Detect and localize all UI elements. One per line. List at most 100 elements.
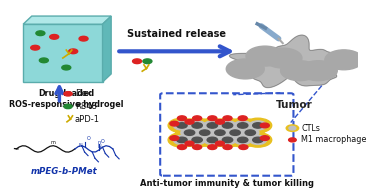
Circle shape — [173, 121, 191, 130]
Circle shape — [214, 118, 241, 133]
Circle shape — [253, 137, 263, 143]
Circle shape — [221, 125, 249, 140]
Circle shape — [245, 130, 255, 135]
Circle shape — [238, 116, 247, 121]
Circle shape — [222, 137, 233, 143]
Circle shape — [193, 116, 202, 121]
Text: O: O — [100, 139, 104, 143]
Circle shape — [143, 59, 152, 64]
Circle shape — [64, 104, 72, 109]
Circle shape — [286, 125, 299, 131]
Circle shape — [168, 118, 196, 133]
Circle shape — [214, 133, 241, 147]
Circle shape — [325, 50, 363, 70]
Circle shape — [79, 36, 88, 41]
Circle shape — [246, 46, 284, 66]
Circle shape — [239, 145, 248, 149]
Polygon shape — [229, 35, 356, 88]
Circle shape — [193, 145, 202, 149]
Circle shape — [206, 125, 234, 140]
Circle shape — [249, 121, 267, 130]
Text: N: N — [97, 144, 101, 149]
Circle shape — [215, 141, 224, 146]
Circle shape — [177, 116, 186, 121]
Circle shape — [244, 118, 272, 133]
Circle shape — [181, 128, 198, 137]
Circle shape — [177, 137, 187, 143]
Text: Tumor: Tumor — [276, 100, 312, 110]
Circle shape — [229, 118, 256, 133]
Circle shape — [289, 138, 296, 142]
Circle shape — [185, 119, 194, 124]
Circle shape — [188, 121, 206, 130]
Circle shape — [192, 123, 202, 128]
Circle shape — [204, 135, 221, 144]
Circle shape — [185, 141, 194, 146]
Circle shape — [133, 59, 141, 64]
Polygon shape — [103, 16, 111, 82]
Circle shape — [264, 48, 302, 68]
Text: O: O — [86, 136, 90, 141]
Circle shape — [238, 123, 248, 128]
Circle shape — [199, 133, 226, 147]
Circle shape — [62, 65, 71, 70]
Circle shape — [234, 135, 251, 144]
Circle shape — [226, 128, 244, 137]
Circle shape — [50, 35, 59, 39]
Circle shape — [219, 121, 236, 130]
Text: CTLs: CTLs — [301, 124, 320, 133]
Text: aPD-1: aPD-1 — [75, 115, 100, 124]
Polygon shape — [23, 16, 111, 24]
Text: Dox: Dox — [75, 89, 91, 98]
Circle shape — [64, 92, 72, 96]
Circle shape — [215, 130, 225, 135]
Circle shape — [176, 125, 203, 140]
Circle shape — [207, 137, 217, 143]
Circle shape — [249, 135, 267, 144]
Text: n: n — [97, 140, 100, 145]
Circle shape — [196, 128, 213, 137]
Text: Anti-tumor immunity & tumor killing: Anti-tumor immunity & tumor killing — [140, 179, 314, 188]
Circle shape — [183, 133, 211, 147]
Text: Sustained release: Sustained release — [127, 29, 226, 39]
Circle shape — [260, 136, 269, 140]
Circle shape — [223, 145, 232, 149]
Circle shape — [191, 125, 218, 140]
Polygon shape — [23, 24, 103, 82]
Circle shape — [289, 126, 296, 130]
Text: M1 macrophage: M1 macrophage — [301, 135, 367, 144]
Circle shape — [69, 49, 78, 54]
Circle shape — [199, 118, 226, 133]
Circle shape — [223, 116, 232, 121]
Circle shape — [222, 123, 233, 128]
Circle shape — [230, 130, 240, 135]
Circle shape — [211, 128, 229, 137]
Circle shape — [168, 133, 196, 147]
Text: R848: R848 — [75, 102, 97, 111]
Circle shape — [237, 125, 264, 140]
Circle shape — [39, 58, 49, 63]
Circle shape — [184, 130, 195, 135]
Circle shape — [208, 116, 217, 121]
Circle shape — [260, 123, 269, 128]
Circle shape — [177, 145, 186, 149]
Text: mPEG-b-PMet: mPEG-b-PMet — [31, 167, 98, 176]
Circle shape — [253, 123, 263, 128]
Circle shape — [170, 121, 179, 126]
Circle shape — [244, 133, 272, 147]
Circle shape — [170, 136, 179, 140]
Circle shape — [238, 137, 248, 143]
Circle shape — [242, 128, 259, 137]
Circle shape — [173, 135, 191, 144]
Circle shape — [280, 61, 318, 81]
Circle shape — [31, 45, 40, 50]
Circle shape — [215, 119, 224, 124]
Text: m: m — [51, 140, 56, 145]
Circle shape — [208, 145, 217, 149]
Text: Drug-loaded
ROS-responsive hydrogel: Drug-loaded ROS-responsive hydrogel — [9, 89, 124, 109]
Circle shape — [207, 123, 217, 128]
Text: N: N — [78, 143, 82, 148]
Circle shape — [183, 118, 211, 133]
Circle shape — [200, 130, 210, 135]
Circle shape — [234, 121, 251, 130]
